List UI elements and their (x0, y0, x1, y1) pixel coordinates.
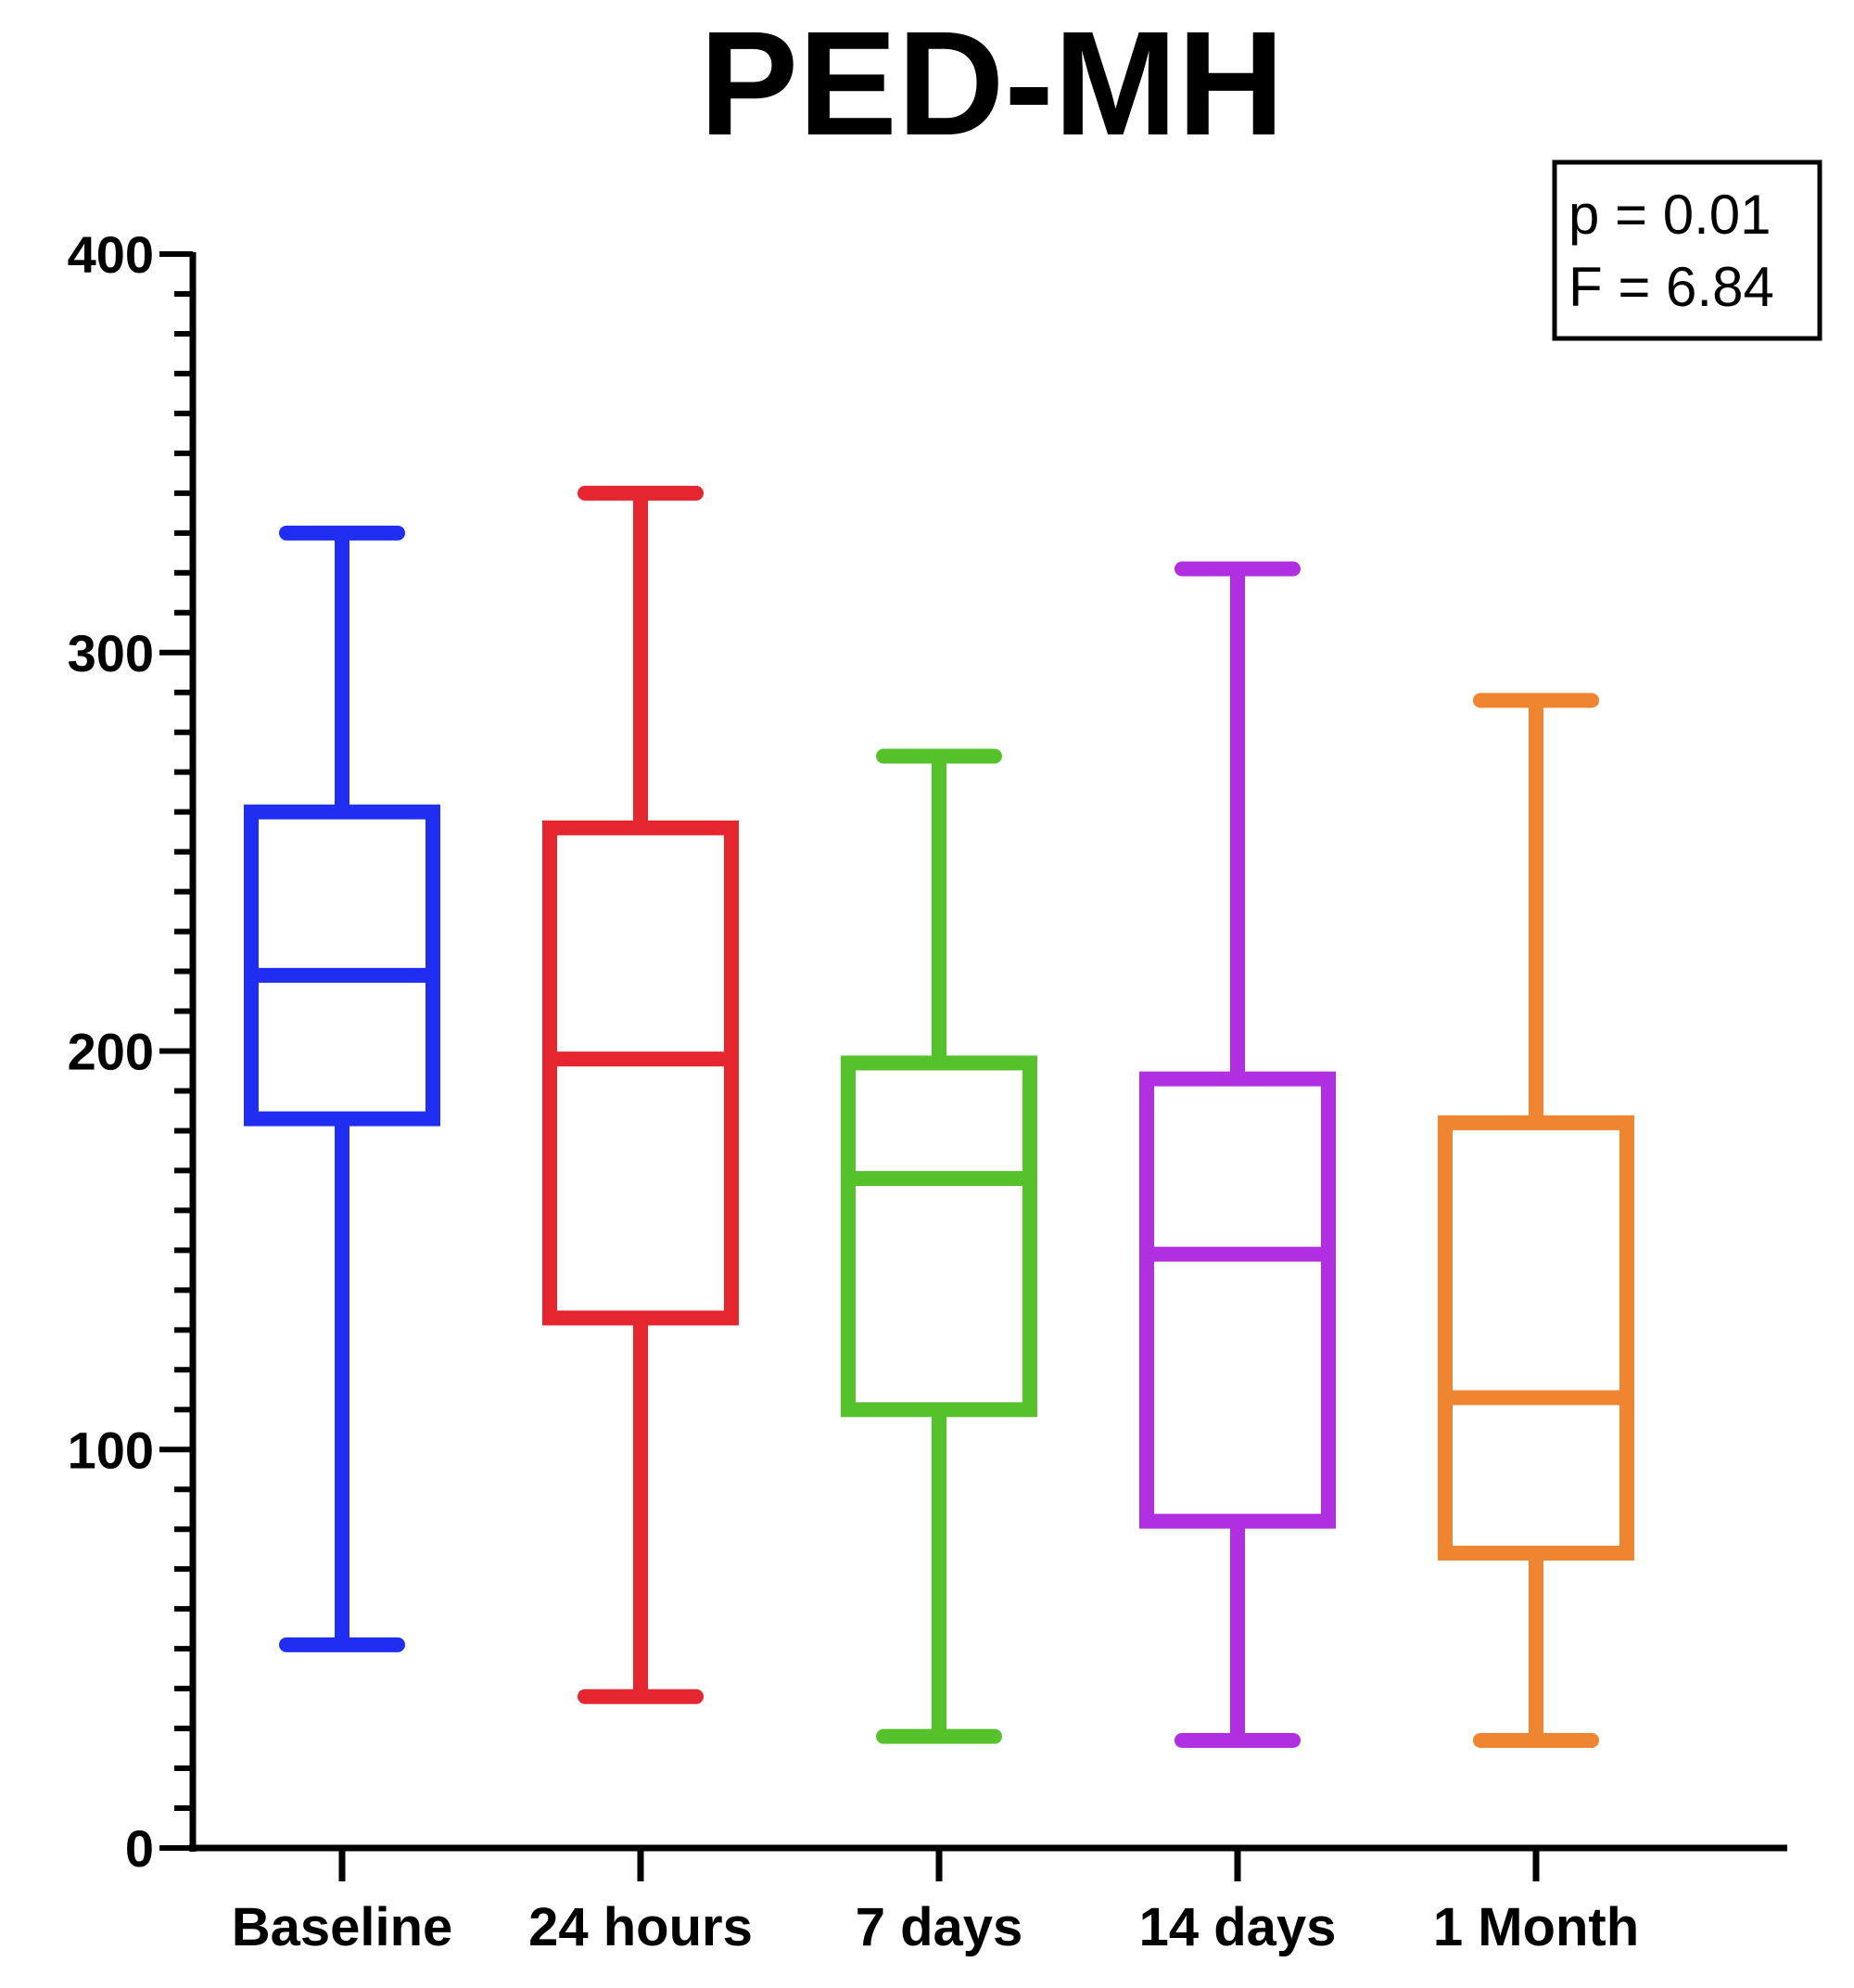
box-14-days (1139, 561, 1336, 1748)
y-tick-label: 200 (68, 1023, 154, 1081)
p-value-text: p = 0.01 (1568, 184, 1771, 246)
iqr-box (542, 820, 739, 1326)
x-category-label: 24 hours (528, 1897, 753, 1957)
iqr-box (244, 804, 440, 1127)
y-tick-label: 100 (68, 1421, 154, 1479)
y-tick-label: 300 (68, 624, 154, 682)
y-tick-label: 400 (68, 225, 154, 284)
stats-annotation: p = 0.01 F = 6.84 (1552, 159, 1822, 341)
box-24-hours (542, 485, 739, 1704)
boxes-group (244, 485, 1634, 1748)
stats-box (1552, 159, 1822, 341)
iqr-box (1139, 1071, 1336, 1529)
box-1-month (1438, 693, 1634, 1748)
box-7-days (841, 748, 1037, 1744)
f-value-text: F = 6.84 (1568, 256, 1774, 318)
x-category-label: Baseline (232, 1897, 453, 1957)
x-category-label: 1 Month (1433, 1897, 1639, 1957)
iqr-box (1438, 1115, 1634, 1561)
x-axis: Baseline 24 hours 7 days 14 days 1 Month (189, 1844, 1787, 1957)
x-category-label: 14 days (1139, 1897, 1337, 1957)
y-tick-label: 0 (125, 1819, 154, 1878)
box-baseline (244, 525, 440, 1652)
x-category-label: 7 days (856, 1897, 1023, 1957)
chart-title: PED-MH (699, 0, 1284, 166)
iqr-box (841, 1055, 1037, 1418)
y-axis: 0 100 200 300 400 (68, 225, 197, 1878)
